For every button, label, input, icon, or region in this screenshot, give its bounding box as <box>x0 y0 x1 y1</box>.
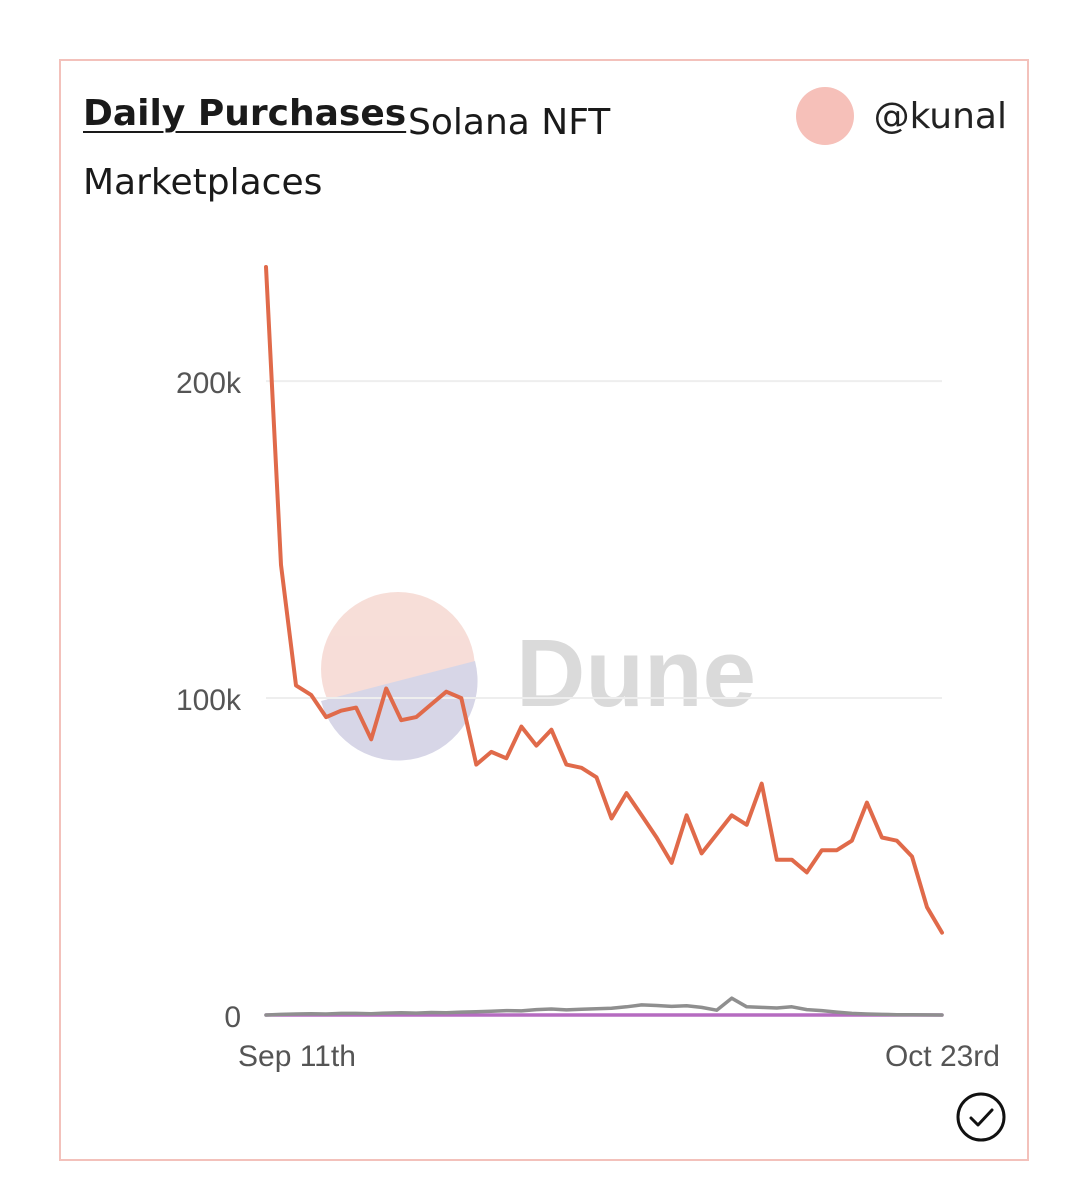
y-tick-label: 200k <box>176 367 242 400</box>
series-layer <box>264 265 944 1017</box>
author-link[interactable]: @kunal <box>795 87 1007 145</box>
series-line-marketplace-1 <box>264 265 944 935</box>
grid-layer <box>266 380 942 700</box>
x-tick-label: Sep 11th <box>238 1040 356 1073</box>
x-axis-labels: Sep 11th Oct 23rd <box>238 1040 1000 1073</box>
y-tick-label: 0 <box>224 1001 241 1034</box>
chart-subtitle: Solana NFT Marketplaces <box>83 102 611 203</box>
series-line-marketplace-2 <box>264 996 944 1017</box>
watermark-logo-bottom <box>321 661 478 761</box>
check-circle-icon[interactable] <box>955 1091 1007 1143</box>
chart-card: Solana NFT Marketplaces Daily Purchases … <box>59 59 1029 1161</box>
avatar <box>795 87 854 145</box>
x-tick-label: Oct 23rd <box>885 1040 1000 1073</box>
line-chart: Dune 0 100k 200k Sep 11th Oct 23rd <box>176 265 1000 1073</box>
watermark: Dune <box>321 592 756 761</box>
watermark-text: Dune <box>516 620 756 727</box>
author-name: @kunal <box>873 95 1007 137</box>
chart-title-link[interactable]: Daily Purchases <box>83 93 407 134</box>
y-axis-labels: 0 100k 200k <box>176 367 242 1034</box>
y-tick-label: 100k <box>176 684 242 717</box>
